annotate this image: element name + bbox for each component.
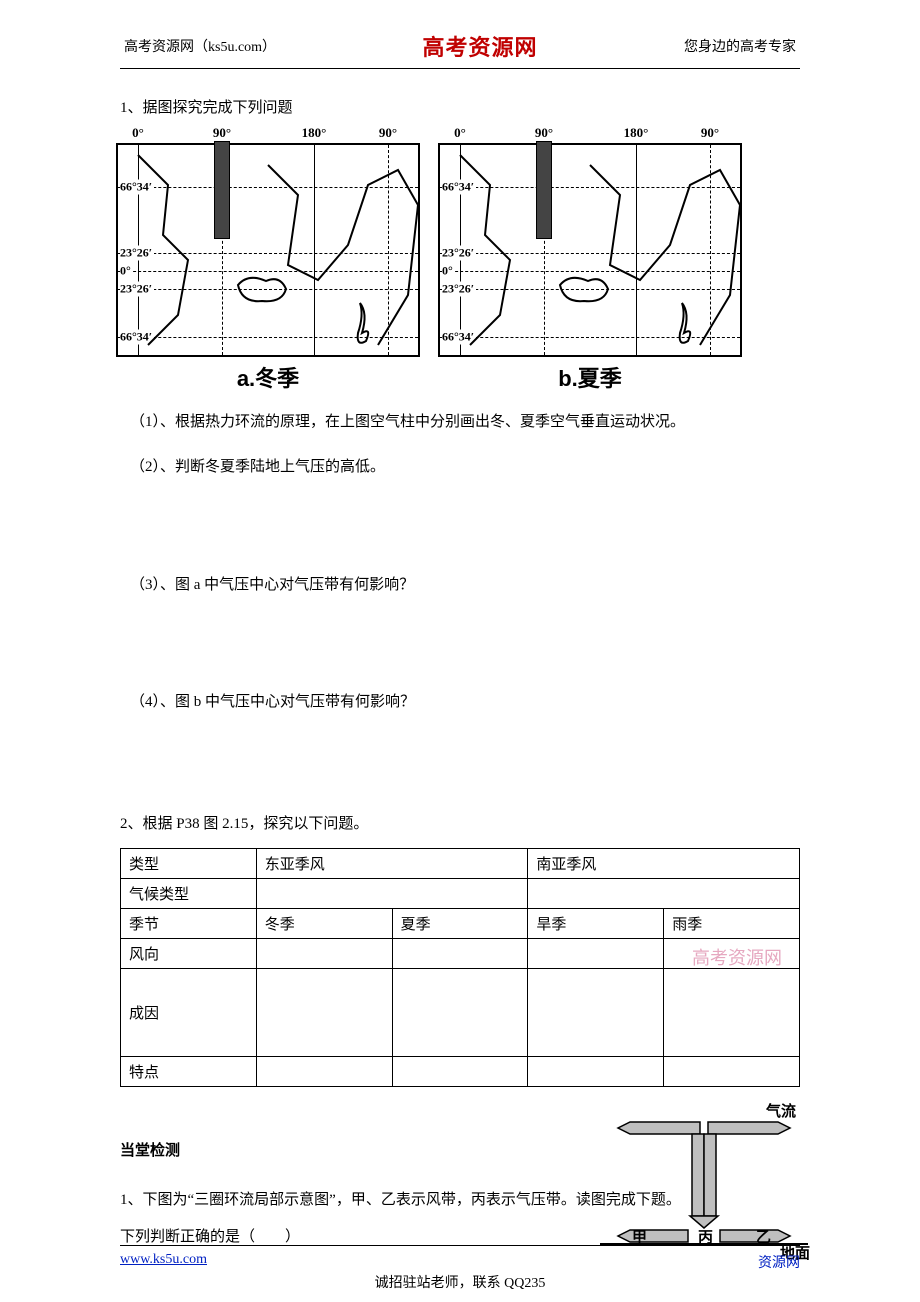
table-row: 气候类型 [121,879,800,909]
footer-center: 诚招驻站老师，联系 QQ235 [120,1272,800,1292]
cell-blank [256,1057,392,1087]
cell-blank [664,1057,800,1087]
q1-sub4: （4）、图 b 中气压中心对气压带有何影响？ [130,687,800,719]
continent-a [118,145,422,359]
header-right: 您身边的高考专家 [684,36,796,56]
cell-cause: 成因 [121,969,257,1057]
q1-sub3: （3）、图 a 中气压中心对气压带有何影响？ [130,570,800,602]
cell-dry: 旱季 [528,909,664,939]
map-b-wrap: 0° 90° 180° 90° 66°34′ 23°26′ 0° [438,143,742,393]
header-rule [120,68,800,69]
cell-season: 季节 [121,909,257,939]
cell-blank [256,939,392,969]
table-row: 成因 [121,969,800,1057]
cell-blank [528,879,800,909]
continent-b [440,145,744,359]
caption-b: b.夏季 [438,361,742,393]
cell-blank [256,879,528,909]
map-b: 66°34′ 23°26′ 0° 23°26′ 66°34′ [438,143,742,357]
lon-90-a: 90° [213,125,231,141]
map-a-wrap: 0° 90° 180° 90° 66°34′ 23°26′ 0° [116,143,420,393]
lon-180-a: 180° [302,125,327,141]
cell-south: 南亚季风 [528,849,800,879]
lon-180-b: 180° [624,125,649,141]
cell-wind: 风向 [121,939,257,969]
lon-90b-a: 90° [379,125,397,141]
cell-blank [392,969,528,1057]
table-row: 季节 冬季 夏季 旱季 雨季 [121,909,800,939]
lon-90-b: 90° [535,125,553,141]
cell-blank [392,1057,528,1087]
caption-a: a.冬季 [116,361,420,393]
label-yi: 乙 [756,1226,771,1247]
cell-blank [664,969,800,1057]
cell-feature: 特点 [121,1057,257,1087]
cell-blank [528,939,664,969]
watermark-text: 高考资源网 [692,944,782,970]
cell-wet: 雨季 [664,909,800,939]
label-bing: 丙 [698,1226,713,1247]
cell-blank [392,939,528,969]
cell-blank [528,1057,664,1087]
footer-url[interactable]: www.ks5u.com [120,1252,207,1272]
header-center-logo: 高考资源网 [423,30,538,62]
lon-90b-b: 90° [701,125,719,141]
cell-blank [256,969,392,1057]
cell-climate: 气候类型 [121,879,257,909]
q2-stem: 2、根据 P38 图 2.15，探究以下问题。 [120,809,800,841]
lon-0-b: 0° [454,125,466,141]
cell-type: 类型 [121,849,257,879]
footer-right: 资源网 [758,1252,800,1272]
q1-sub1: （1）、根据热力环流的原理，在上图空气柱中分别画出冬、夏季空气垂直运动状况。 [130,407,800,439]
footer: www.ks5u.com 资源网 诚招驻站老师，联系 QQ235 [120,1245,800,1272]
header-left: 高考资源网（ks5u.com） [124,36,276,56]
table-row: 类型 东亚季风 南亚季风 [121,849,800,879]
table-row: 特点 [121,1057,800,1087]
label-jia: 甲 [632,1226,647,1247]
lon-0-a: 0° [132,125,144,141]
cell-winter: 冬季 [256,909,392,939]
circulation-diagram: 气流 甲 丙 乙 地面 [570,1104,810,1254]
map-a: 66°34′ 23°26′ 0° 23°26′ 66°34′ [116,143,420,357]
label-flow: 气流 [766,1100,796,1121]
cell-summer: 夏季 [392,909,528,939]
q1-sub2: （2）、判断冬夏季陆地上气压的高低。 [130,452,800,484]
maps-row: 0° 90° 180° 90° 66°34′ 23°26′ 0° [116,143,800,393]
cell-east: 东亚季风 [256,849,528,879]
q1-stem: 1、据图探究完成下列问题 [120,93,800,125]
cell-blank [528,969,664,1057]
